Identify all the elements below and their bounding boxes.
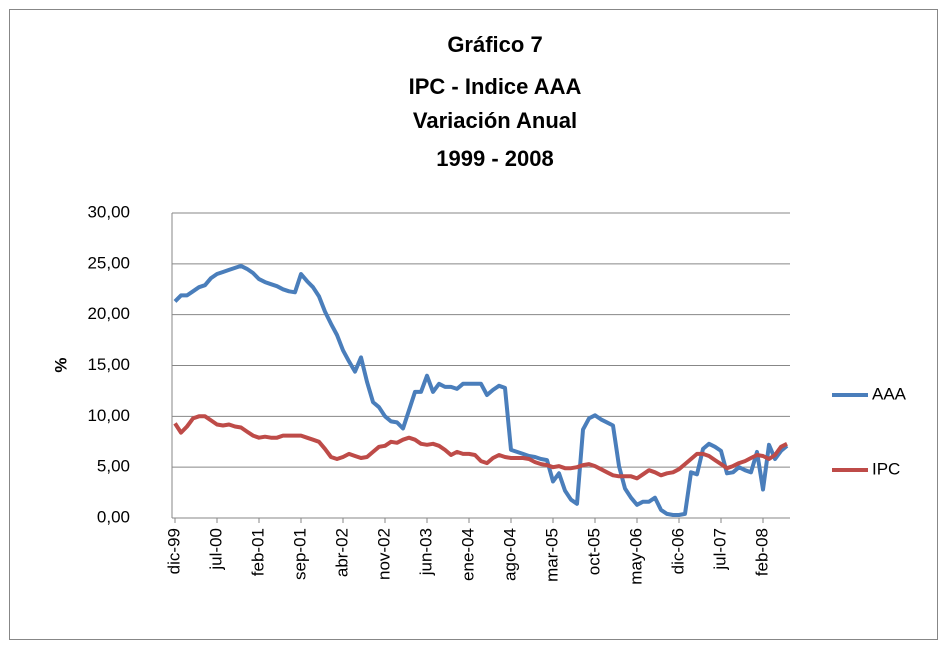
x-tick-label: oct-05 bbox=[584, 528, 603, 575]
chart-title: Variación Anual bbox=[413, 108, 577, 133]
chart-border bbox=[9, 9, 938, 640]
x-tick-label: mar-05 bbox=[542, 528, 561, 582]
x-tick-label: ene-04 bbox=[458, 528, 477, 581]
y-tick-label: 0,00 bbox=[97, 507, 130, 526]
y-tick-label: 10,00 bbox=[87, 406, 130, 425]
series-line bbox=[173, 414, 788, 481]
chart-title: Gráfico 7 bbox=[447, 32, 542, 57]
x-tick-label: jun-03 bbox=[416, 528, 435, 576]
x-tick-label: may-06 bbox=[626, 528, 645, 585]
series-line bbox=[173, 263, 789, 517]
x-tick-label: dic-06 bbox=[668, 528, 687, 574]
x-tick-label: feb-08 bbox=[752, 528, 771, 576]
x-tick-label: feb-01 bbox=[248, 528, 267, 576]
legend-label: IPC bbox=[872, 459, 900, 478]
y-tick-label: 25,00 bbox=[87, 253, 130, 272]
x-tick-label: ago-04 bbox=[500, 528, 519, 581]
legend-label: AAA bbox=[872, 384, 907, 403]
x-tick-label: dic-99 bbox=[164, 528, 183, 574]
y-tick-label: 30,00 bbox=[87, 202, 130, 221]
x-tick-label: abr-02 bbox=[332, 528, 351, 577]
y-tick-label: 15,00 bbox=[87, 355, 130, 374]
x-tick-label: sep-01 bbox=[290, 528, 309, 580]
x-tick-label: jul-07 bbox=[710, 528, 729, 571]
chart-title: IPC - Indice AAA bbox=[409, 74, 582, 99]
y-axis-label: % bbox=[51, 357, 70, 372]
x-tick-label: jul-00 bbox=[206, 528, 225, 571]
y-tick-label: 20,00 bbox=[87, 304, 130, 323]
chart-title: 1999 - 2008 bbox=[436, 146, 553, 171]
y-tick-label: 5,00 bbox=[97, 457, 130, 476]
x-tick-label: nov-02 bbox=[374, 528, 393, 580]
